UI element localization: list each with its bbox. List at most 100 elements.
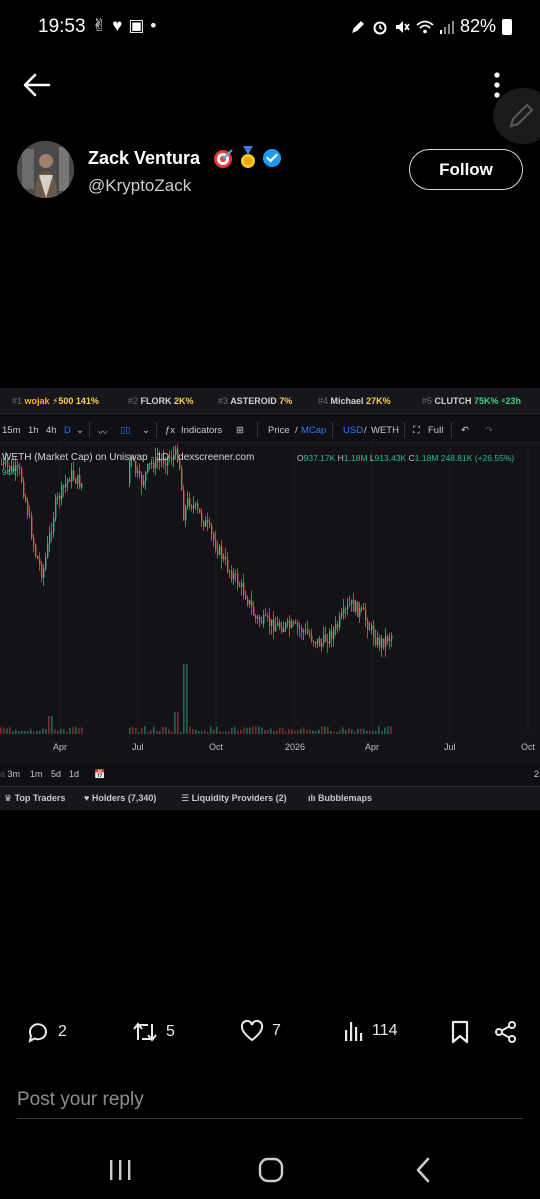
candle-body	[241, 583, 243, 587]
volume-bar	[183, 664, 185, 734]
compose-fab[interactable]	[493, 88, 540, 144]
back-button[interactable]	[22, 70, 58, 102]
interval-15m[interactable]: 15m	[2, 425, 21, 436]
volume-bar	[135, 727, 137, 734]
candle-body	[391, 635, 393, 639]
author-name[interactable]: Zack Ventura	[88, 148, 201, 168]
like-button[interactable]: 7	[240, 1020, 281, 1042]
candle-body	[263, 614, 265, 624]
price-toggle[interactable]: Price	[268, 425, 290, 436]
volume-bar	[201, 730, 203, 734]
tab-liquidity-providers[interactable]: ☰ Liquidity Providers (2)	[181, 793, 287, 803]
reply-button[interactable]: 2	[26, 1020, 67, 1044]
indicators-button[interactable]: Indicators	[181, 425, 223, 436]
chevron-down-icon[interactable]: ⌄	[142, 425, 150, 436]
fullscreen-icon: ⛶	[413, 425, 420, 436]
bookmark-icon	[451, 1020, 469, 1044]
range-1m[interactable]: 1m	[30, 769, 43, 779]
trending-item[interactable]: #2 FLORK 2K%	[128, 396, 194, 406]
candle-body	[293, 621, 295, 623]
candle-body	[265, 614, 267, 616]
fullscreen-button[interactable]: Full	[428, 425, 444, 436]
candle-body	[9, 466, 11, 471]
candle-body	[171, 458, 173, 460]
calendar-icon[interactable]: 📅	[94, 769, 106, 779]
candle-body	[63, 485, 65, 488]
trending-item[interactable]: #1 wojak ⚡500 141%	[12, 396, 99, 406]
undo-icon[interactable]: ↶	[461, 425, 469, 436]
trending-item[interactable]: #4 Michael 27K%	[318, 396, 391, 406]
x-tick-label: Oct	[521, 742, 536, 752]
redo-icon[interactable]: ↷	[485, 425, 493, 436]
volume-bar	[342, 727, 344, 734]
home-button[interactable]	[251, 1154, 291, 1186]
volume-bar	[18, 731, 20, 734]
candles-icon[interactable]: ▯▯	[120, 425, 131, 436]
candle-body	[347, 605, 349, 609]
volume-bar	[81, 727, 83, 734]
alarm-icon	[373, 21, 387, 34]
volume-bar	[21, 730, 23, 734]
candle-body	[317, 638, 319, 644]
share-button[interactable]	[494, 1020, 518, 1044]
line-tool-icon[interactable]: 〰	[98, 428, 108, 439]
interval-1d[interactable]: D	[64, 425, 71, 436]
range-1d[interactable]: 1d	[69, 769, 80, 779]
reply-input[interactable]	[17, 1082, 523, 1119]
volume-bar	[336, 731, 338, 734]
views-button[interactable]: 114	[344, 1020, 398, 1042]
volume-bar	[198, 731, 200, 734]
range-3m[interactable]: a 3m	[0, 769, 21, 779]
volume-bar	[150, 730, 152, 734]
tab-holders[interactable]: ♥ Holders (7,340)	[84, 793, 157, 803]
candle-body	[185, 506, 187, 521]
volume-bar	[228, 731, 230, 734]
volume-bar	[258, 726, 260, 734]
candle-body	[259, 617, 261, 622]
layout-grid-icon[interactable]: ⊞	[236, 425, 244, 436]
author-handle[interactable]: @KryptoZack	[88, 176, 192, 195]
repost-button[interactable]: 5	[132, 1020, 175, 1044]
usd-toggle[interactable]: USD	[343, 425, 364, 436]
volume-bar	[252, 726, 254, 734]
chevron-down-icon[interactable]: ⌄	[76, 425, 84, 436]
candle-body	[189, 498, 191, 507]
post-media-chart[interactable]: #1 wojak ⚡500 141% #2 FLORK 2K% #3 ASTER…	[0, 388, 540, 810]
volume-bar	[138, 732, 140, 734]
volume-bar	[264, 729, 266, 734]
candle-body	[5, 460, 7, 462]
trending-item[interactable]: #3 ASTEROID 7%	[218, 396, 293, 406]
candle-body	[323, 634, 325, 643]
bookmark-button[interactable]	[450, 1020, 470, 1044]
candlestick-chart[interactable]	[0, 442, 540, 764]
volume-bar	[75, 726, 77, 734]
author-avatar[interactable]	[17, 141, 74, 198]
candle-body	[277, 622, 279, 626]
candle-body	[325, 634, 327, 642]
candle-body	[15, 465, 17, 472]
candle-body	[211, 525, 213, 534]
candle-body	[235, 573, 237, 575]
tab-bubblemaps[interactable]: ılı Bubblemaps	[308, 793, 373, 803]
volume-bar	[225, 731, 227, 734]
range-5d[interactable]: 5d	[51, 769, 62, 779]
tab-top-traders[interactable]: ♛ Top Traders	[4, 793, 66, 803]
candle-body	[25, 496, 27, 502]
interval-1h[interactable]: 1h	[28, 425, 39, 436]
candle-body	[23, 481, 25, 497]
candle-body	[329, 631, 331, 644]
chart-plot-area[interactable]	[0, 442, 540, 764]
more-options-button[interactable]	[487, 70, 507, 102]
interval-4h[interactable]: 4h	[46, 425, 57, 436]
mcap-toggle[interactable]: MCap	[301, 425, 327, 436]
weth-toggle[interactable]: WETH	[371, 425, 399, 436]
follow-button[interactable]: Follow	[409, 149, 523, 190]
back-nav-button[interactable]	[403, 1154, 443, 1186]
volume-bar	[168, 728, 170, 734]
x-tick-label: Jul	[132, 742, 144, 752]
candle-body	[31, 516, 33, 538]
recent-apps-button[interactable]	[100, 1154, 140, 1186]
trending-item[interactable]: #5 CLUTCH 75K% ⁴23h	[422, 396, 522, 406]
candle-body	[221, 546, 223, 560]
candle-body	[145, 472, 147, 481]
